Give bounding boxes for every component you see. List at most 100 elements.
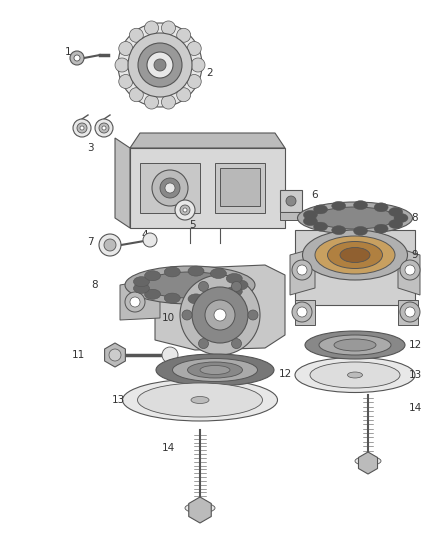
Circle shape [77,123,87,133]
Circle shape [191,58,205,72]
Ellipse shape [297,202,413,234]
Circle shape [400,302,420,322]
Circle shape [232,338,241,349]
Ellipse shape [314,205,328,214]
Circle shape [129,88,143,102]
Ellipse shape [138,383,262,417]
Circle shape [102,126,106,130]
Polygon shape [295,230,415,305]
Circle shape [400,260,420,280]
Circle shape [292,302,312,322]
Text: 2: 2 [207,68,213,78]
Circle shape [182,310,192,320]
Circle shape [115,58,129,72]
Text: 1: 1 [65,47,71,57]
Circle shape [129,28,143,42]
Polygon shape [398,300,418,325]
Circle shape [198,338,208,349]
Circle shape [160,178,180,198]
Circle shape [73,119,91,137]
Circle shape [154,59,166,71]
Circle shape [130,297,140,307]
Ellipse shape [353,200,367,209]
Bar [140,163,200,213]
Ellipse shape [210,269,226,278]
Circle shape [292,260,312,280]
Ellipse shape [334,339,376,351]
Ellipse shape [164,293,180,303]
Circle shape [192,287,248,343]
Circle shape [162,347,178,363]
Circle shape [180,205,190,215]
Ellipse shape [226,273,242,284]
Circle shape [162,95,176,109]
Ellipse shape [314,222,328,231]
Text: 13: 13 [408,370,422,380]
Polygon shape [155,265,285,350]
Text: 3: 3 [87,143,93,153]
Polygon shape [290,248,315,295]
Polygon shape [130,148,285,228]
Text: 13: 13 [111,395,125,405]
Text: 4: 4 [141,230,148,240]
Text: 14: 14 [408,403,422,413]
Circle shape [175,200,195,220]
Ellipse shape [389,220,403,229]
Polygon shape [130,133,285,148]
Ellipse shape [319,335,391,355]
Text: 7: 7 [87,237,93,247]
Text: 10: 10 [162,313,175,323]
Ellipse shape [304,211,318,220]
Ellipse shape [328,241,382,269]
Circle shape [165,183,175,193]
Ellipse shape [145,271,161,281]
Circle shape [198,281,208,292]
Bar [220,168,260,206]
Polygon shape [280,190,302,212]
Circle shape [138,43,182,87]
Ellipse shape [156,354,274,386]
Circle shape [248,310,258,320]
Circle shape [177,28,191,42]
Ellipse shape [123,379,278,421]
Ellipse shape [191,397,209,403]
Circle shape [80,126,84,130]
Ellipse shape [210,292,226,302]
Circle shape [297,265,307,275]
Polygon shape [358,452,378,474]
Text: 12: 12 [279,369,292,379]
Ellipse shape [315,236,395,274]
Ellipse shape [374,203,388,212]
Ellipse shape [226,287,242,296]
Circle shape [180,275,260,355]
Ellipse shape [304,216,318,225]
Circle shape [177,88,191,102]
Circle shape [119,42,133,55]
Ellipse shape [394,214,408,222]
Ellipse shape [125,266,255,304]
Circle shape [143,233,157,247]
Ellipse shape [145,289,161,300]
Text: 11: 11 [71,350,85,360]
Bar [215,163,265,213]
Ellipse shape [142,272,237,298]
Text: 9: 9 [412,250,418,260]
Circle shape [286,196,296,206]
Circle shape [187,75,201,88]
Ellipse shape [305,331,405,359]
Ellipse shape [310,362,400,388]
Ellipse shape [314,207,396,229]
Circle shape [99,123,109,133]
Ellipse shape [185,503,215,513]
Circle shape [74,55,80,61]
Ellipse shape [200,366,230,375]
Ellipse shape [332,225,346,235]
Circle shape [145,21,159,35]
Circle shape [152,170,188,206]
Ellipse shape [188,266,204,276]
Ellipse shape [355,456,381,465]
Circle shape [118,23,202,107]
Ellipse shape [332,201,346,211]
Polygon shape [189,497,211,523]
Circle shape [162,21,176,35]
